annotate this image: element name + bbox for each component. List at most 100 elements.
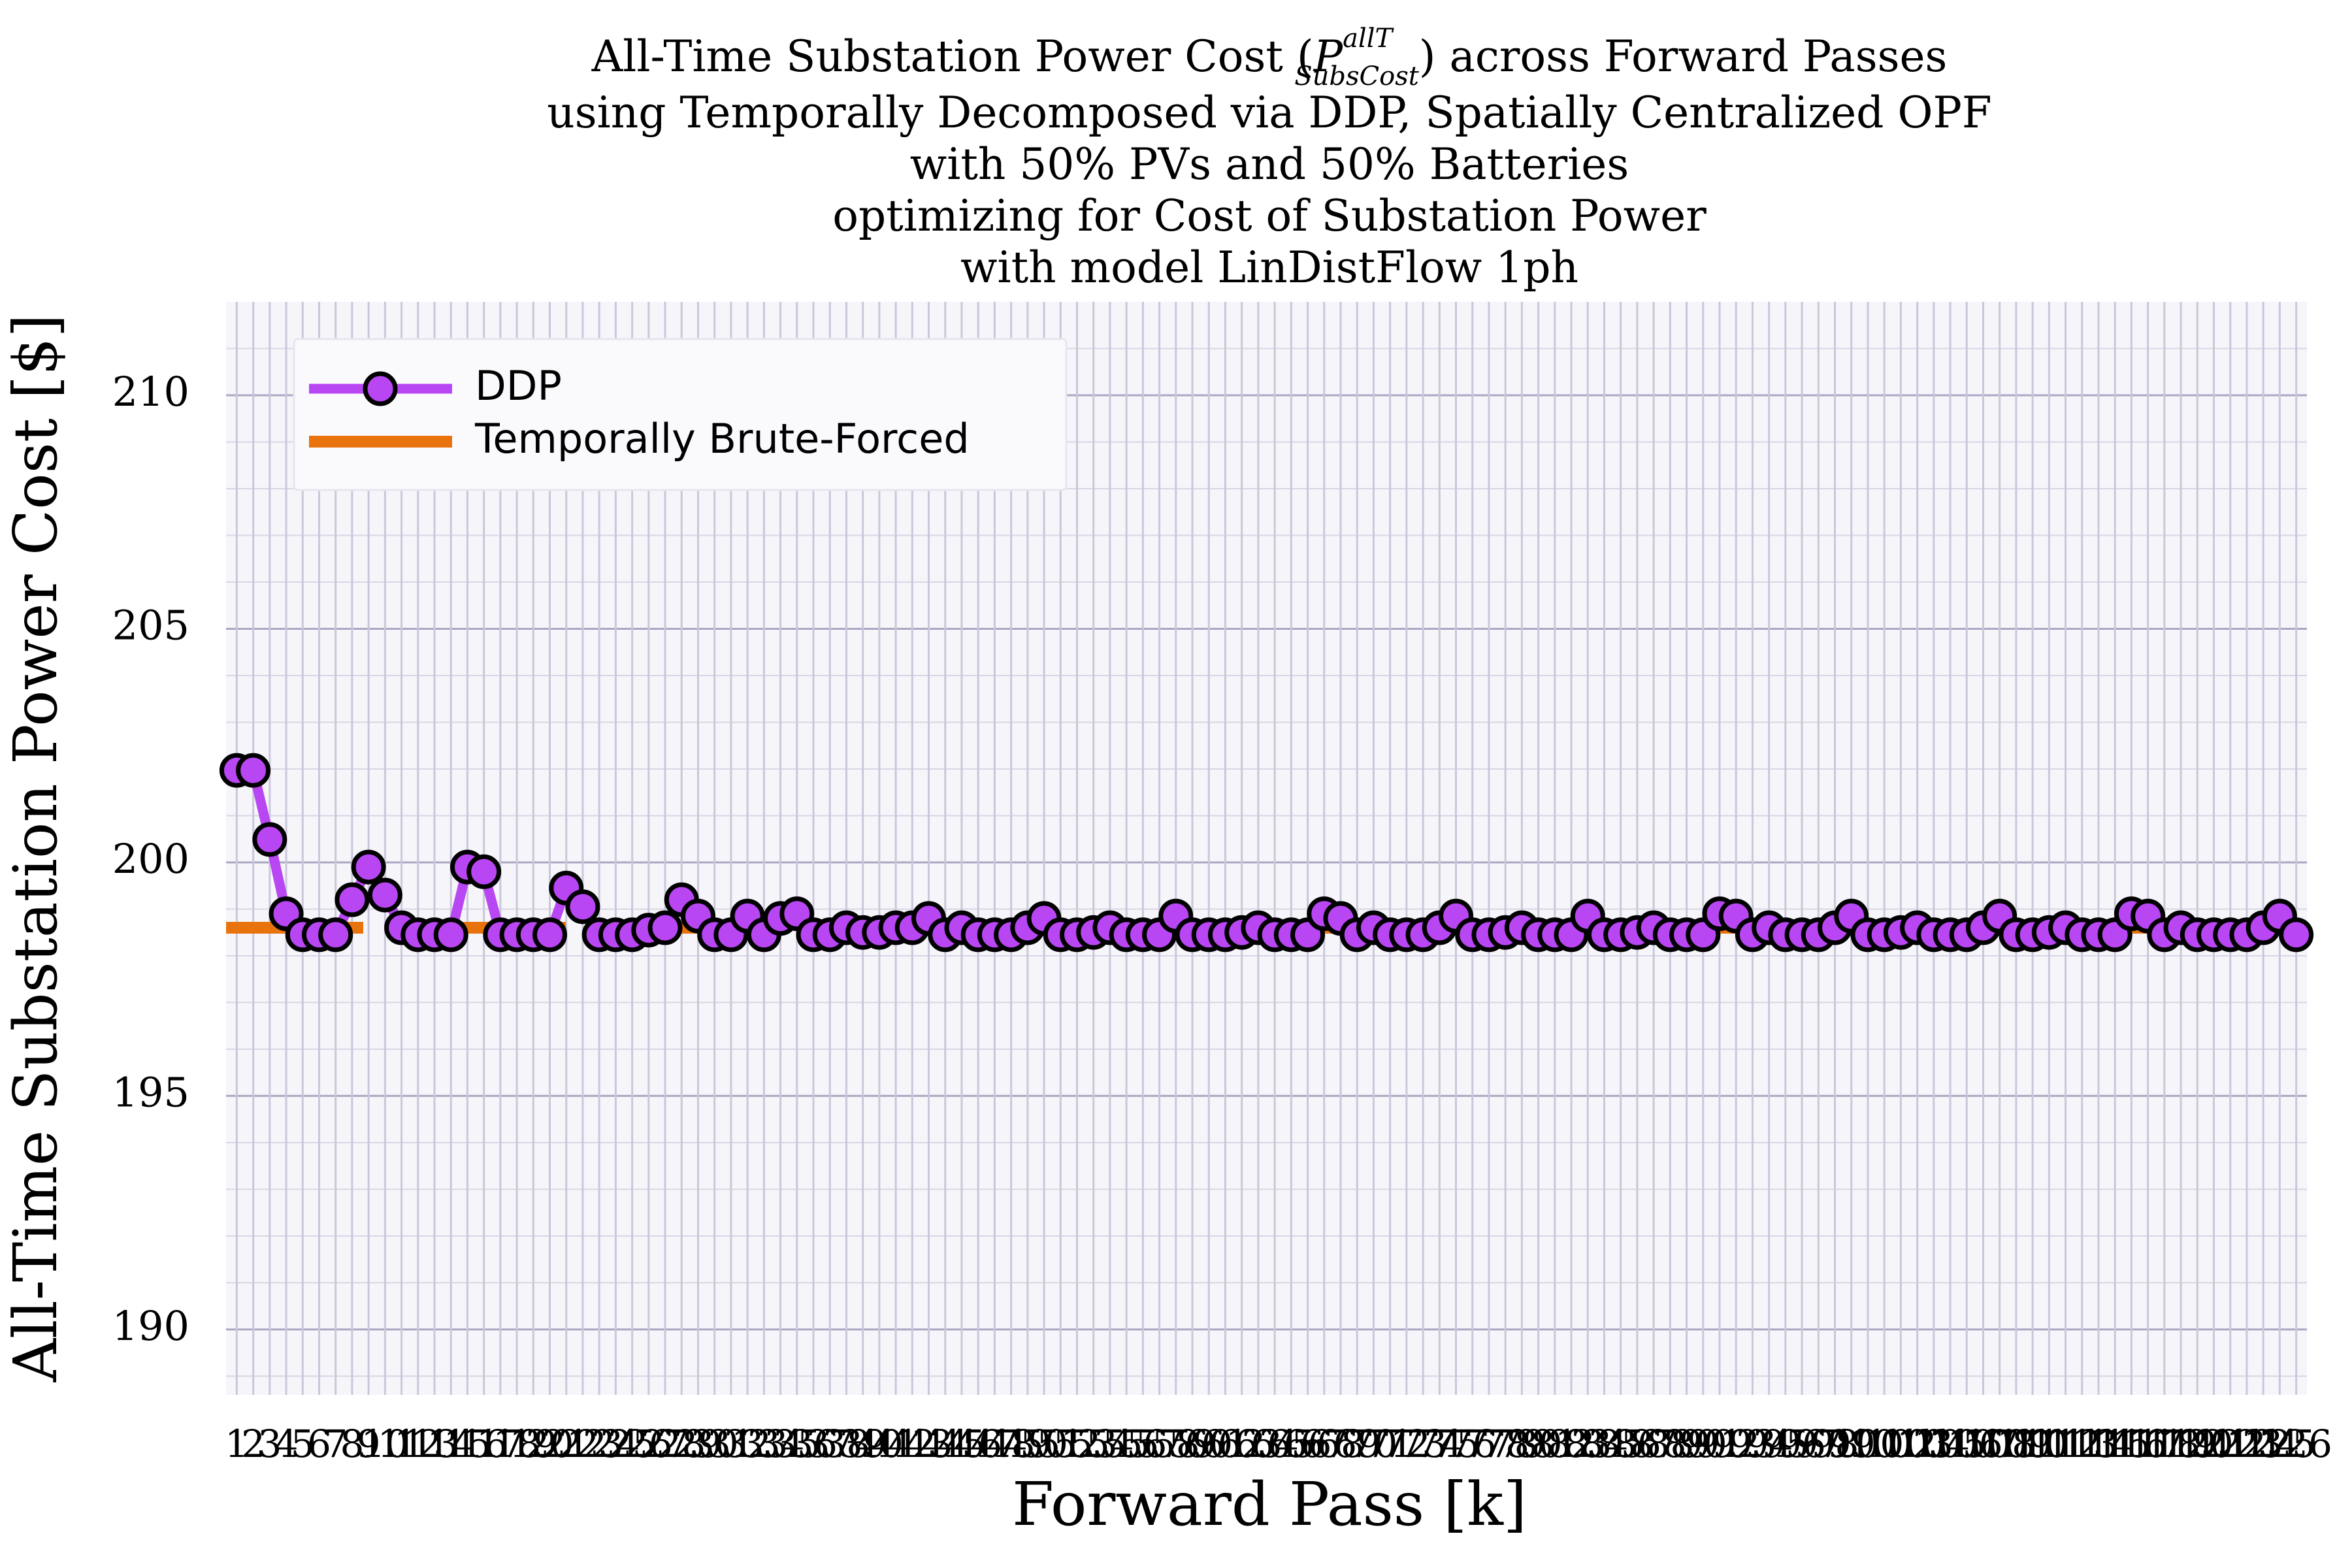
x-tick-label: 106 — [1931, 1422, 2003, 1466]
x-tick-label: 62 — [1218, 1422, 1266, 1466]
x-tick-label: 103 — [1881, 1422, 1953, 1466]
x-tick-label: 126 — [2260, 1422, 2332, 1466]
x-tick-label: 85 — [1597, 1422, 1645, 1466]
x-tick-label: 102 — [1865, 1422, 1937, 1466]
x-tick-label: 9 — [357, 1422, 381, 1466]
x-tick-label: 116 — [2095, 1422, 2168, 1466]
x-tick-label: 107 — [1947, 1422, 2019, 1466]
x-tick-label: 75 — [1432, 1422, 1480, 1466]
x-tick-label: 92 — [1712, 1422, 1760, 1466]
x-tick-label: 68 — [1316, 1422, 1365, 1466]
x-tick-label: 18 — [493, 1422, 541, 1466]
x-tick-label: 30 — [691, 1422, 739, 1466]
x-tick-label: 88 — [1646, 1422, 1694, 1466]
x-tick-label: 4 — [274, 1422, 299, 1466]
x-tick-label: 83 — [1563, 1422, 1612, 1466]
data-point — [565, 889, 600, 924]
legend-box — [293, 338, 1068, 491]
x-tick-label: 111 — [2013, 1422, 2085, 1466]
x-tick-label: 59 — [1168, 1422, 1217, 1466]
data-point — [318, 917, 353, 953]
x-tick-label: 49 — [1004, 1422, 1052, 1466]
x-tick-label: 113 — [2046, 1422, 2118, 1466]
x-tick-label: 60 — [1184, 1422, 1233, 1466]
data-point — [2279, 917, 2314, 953]
x-tick-label: 38 — [823, 1422, 871, 1466]
x-tick-label: 112 — [2029, 1422, 2102, 1466]
data-point — [351, 849, 386, 885]
x-tick-label: 101 — [1848, 1422, 1921, 1466]
x-tick-label: 40 — [855, 1422, 904, 1466]
x-tick-label: 5 — [291, 1422, 315, 1466]
title-sup: allT — [1343, 24, 1394, 54]
title-text: All-Time Substation Power Cost ( — [591, 31, 1314, 82]
y-tick-label: 210 — [112, 368, 189, 416]
x-tick-label: 74 — [1415, 1422, 1463, 1466]
x-tick-label: 28 — [657, 1422, 706, 1466]
x-tick-label: 119 — [2145, 1422, 2217, 1466]
x-tick-label: 124 — [2227, 1422, 2300, 1466]
subtitle-line: optimizing for Cost of Substation Power — [832, 191, 1707, 241]
chart-title: All-Time Substation Power Cost (PallT Sub… — [591, 24, 1948, 91]
x-tick-label: 100 — [1832, 1422, 1904, 1466]
x-tick-label: 51 — [1036, 1422, 1085, 1466]
legend-label: DDP — [475, 362, 562, 410]
x-tick-label: 47 — [971, 1422, 1019, 1466]
x-tick-label: 1 — [225, 1422, 249, 1466]
data-point — [466, 854, 502, 889]
x-tick-label: 45 — [938, 1422, 986, 1466]
x-axis-label: Forward Pass [k] — [1012, 1469, 1527, 1539]
subtitle-line: with 50% PVs and 50% Batteries — [910, 139, 1629, 189]
x-tick-label: 19 — [509, 1422, 557, 1466]
x-tick-label: 50 — [1020, 1422, 1068, 1466]
x-tick-label: 24 — [591, 1422, 640, 1466]
x-tick-label: 61 — [1201, 1422, 1250, 1466]
title-symbol: P — [1313, 31, 1344, 82]
x-tick-label: 11 — [378, 1422, 426, 1466]
x-tick-label: 82 — [1547, 1422, 1595, 1466]
data-point — [647, 910, 683, 945]
x-tick-label: 67 — [1300, 1422, 1348, 1466]
x-tick-label: 46 — [954, 1422, 1002, 1466]
subtitles: using Temporally Decomposed via DDP, Spa… — [547, 88, 1991, 293]
x-tick-label: 66 — [1284, 1422, 1332, 1466]
x-tick-label: 54 — [1086, 1422, 1134, 1466]
x-tick-label: 118 — [2129, 1422, 2201, 1466]
x-tick-label: 10 — [361, 1422, 409, 1466]
data-point — [367, 877, 402, 913]
x-tick-label: 16 — [460, 1422, 508, 1466]
subtitle-line: using Temporally Decomposed via DDP, Spa… — [547, 88, 1991, 138]
x-tick-label: 21 — [542, 1422, 591, 1466]
legend-label: Temporally Brute-Forced — [474, 415, 970, 463]
x-tick-label: 2 — [241, 1422, 265, 1466]
x-tick-label: 80 — [1514, 1422, 1563, 1466]
x-tick-label: 98 — [1811, 1422, 1859, 1466]
marks — [219, 753, 2314, 953]
y-tick-label: 205 — [112, 602, 189, 649]
x-tick-label: 3 — [257, 1422, 282, 1466]
x-tick-label: 97 — [1794, 1422, 1842, 1466]
x-tick-label: 12 — [394, 1422, 442, 1466]
x-tick-label: 27 — [641, 1422, 689, 1466]
x-tick-label: 52 — [1053, 1422, 1102, 1466]
x-tick-label: 20 — [526, 1422, 574, 1466]
x-tick-label: 96 — [1778, 1422, 1826, 1466]
x-tick-label: 25 — [608, 1422, 657, 1466]
x-tick-label: 94 — [1745, 1422, 1793, 1466]
x-tick-label: 48 — [987, 1422, 1036, 1466]
x-tick-label: 89 — [1663, 1422, 1711, 1466]
x-tick-label: 109 — [1980, 1422, 2053, 1466]
x-tick-label: 125 — [2244, 1422, 2316, 1466]
x-tick-label: 72 — [1382, 1422, 1431, 1466]
x-tick-label: 55 — [1102, 1422, 1151, 1466]
x-tick-label: 14 — [427, 1422, 475, 1466]
x-tick-label: 78 — [1481, 1422, 1529, 1466]
x-tick-label: 31 — [707, 1422, 755, 1466]
x-tick-label: 115 — [2079, 1422, 2151, 1466]
x-tick-label: 34 — [757, 1422, 805, 1466]
x-tick-label: 91 — [1695, 1422, 1744, 1466]
x-tick-label: 71 — [1366, 1422, 1414, 1466]
x-tick-label: 29 — [674, 1422, 723, 1466]
x-tick-label: 70 — [1350, 1422, 1398, 1466]
